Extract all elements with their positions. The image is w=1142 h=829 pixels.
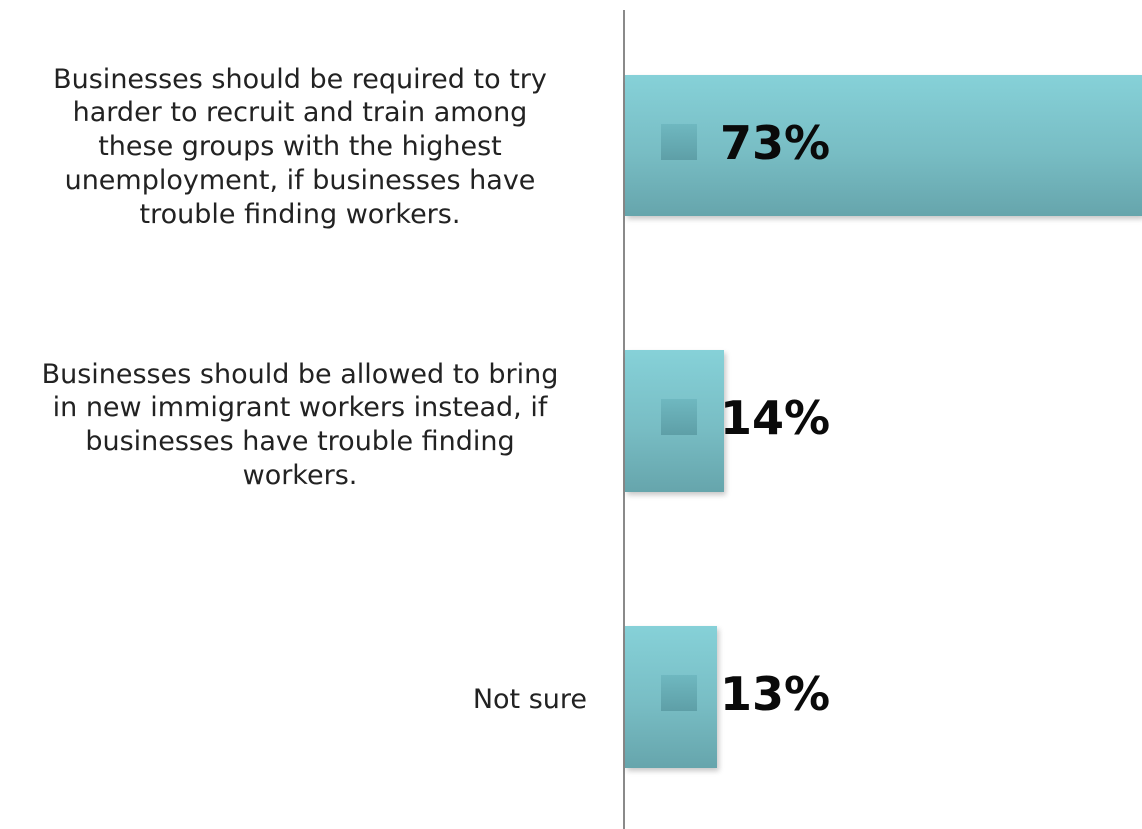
- legend-square-marker-1: [661, 399, 697, 435]
- legend-square-marker-2: [661, 675, 697, 711]
- category-label-required-to-recruit: Businesses should be required to try har…: [53, 63, 547, 230]
- value-label-allowed-immigrant-workers: 14%: [720, 391, 831, 445]
- value-label-required-to-recruit: 73%: [720, 115, 831, 170]
- legend-square-marker-0: [661, 123, 697, 160]
- category-label-allowed-immigrant-workers: Businesses should be allowed to bring in…: [41, 358, 559, 491]
- category-label-not-sure: Not sure: [472, 684, 587, 716]
- bar-required-to-recruit: [625, 75, 1142, 216]
- value-label-not-sure: 13%: [720, 667, 831, 721]
- category-axis-line: [623, 10, 625, 829]
